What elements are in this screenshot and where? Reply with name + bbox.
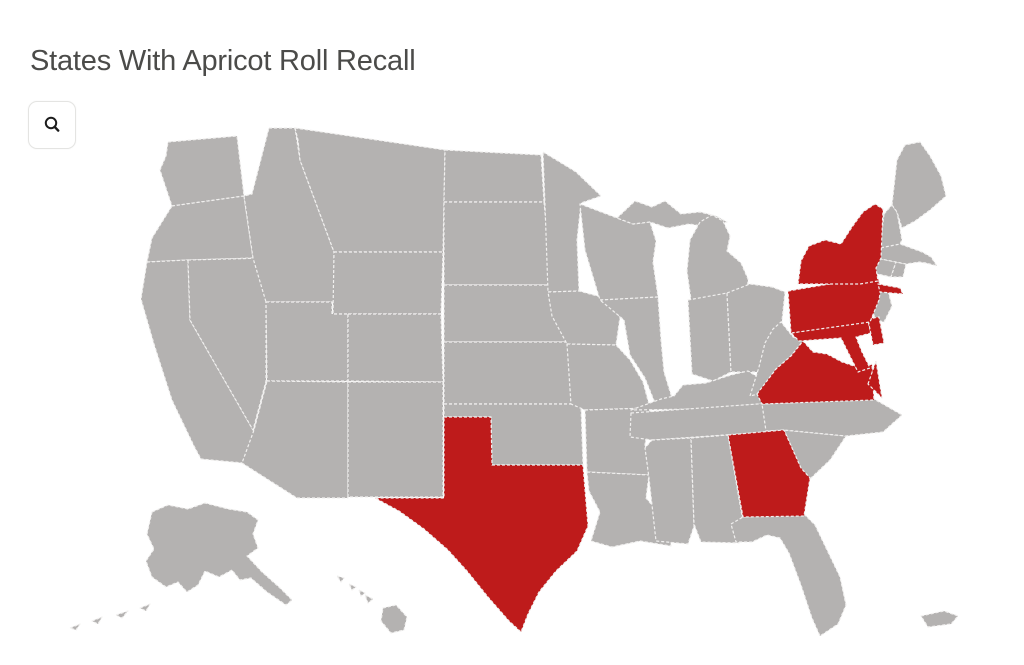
state-texas[interactable] (374, 416, 589, 633)
state-wisconsin[interactable] (579, 203, 659, 301)
state-missouri[interactable] (566, 343, 651, 411)
state-hawaii[interactable] (336, 575, 408, 634)
state-louisiana[interactable] (586, 471, 672, 548)
state-delaware[interactable] (867, 316, 885, 346)
state-wyoming[interactable] (332, 251, 444, 315)
map-zoom-button[interactable] (28, 101, 76, 149)
state-minnesota[interactable] (542, 151, 602, 293)
state-alaska[interactable] (69, 502, 293, 631)
state-utah[interactable] (265, 301, 349, 382)
state-michigan[interactable] (616, 200, 749, 308)
state-tennessee[interactable] (629, 401, 787, 441)
state-virginia[interactable] (756, 340, 883, 405)
state-colorado[interactable] (347, 313, 444, 383)
state-mississippi[interactable] (644, 437, 695, 545)
state-north-dakota[interactable] (443, 149, 545, 203)
state-south-dakota[interactable] (443, 201, 552, 286)
state-new-mexico[interactable] (347, 381, 444, 498)
state-new-york[interactable] (797, 203, 904, 295)
state-rhode-island[interactable] (890, 261, 907, 278)
state-illinois[interactable] (599, 296, 673, 404)
state-indiana[interactable] (687, 292, 732, 382)
page-title: States With Apricot Roll Recall (30, 45, 416, 78)
state-florida[interactable] (730, 513, 847, 637)
state-kansas[interactable] (443, 341, 572, 405)
state-maine[interactable] (891, 141, 947, 229)
state-iowa[interactable] (547, 290, 621, 346)
state-oregon[interactable] (146, 195, 254, 263)
state-north-carolina[interactable] (761, 398, 903, 437)
state-puerto-rico[interactable] (920, 610, 959, 628)
state-georgia[interactable] (727, 429, 811, 518)
magnifier-icon (42, 115, 62, 135)
state-washington[interactable] (159, 135, 245, 207)
